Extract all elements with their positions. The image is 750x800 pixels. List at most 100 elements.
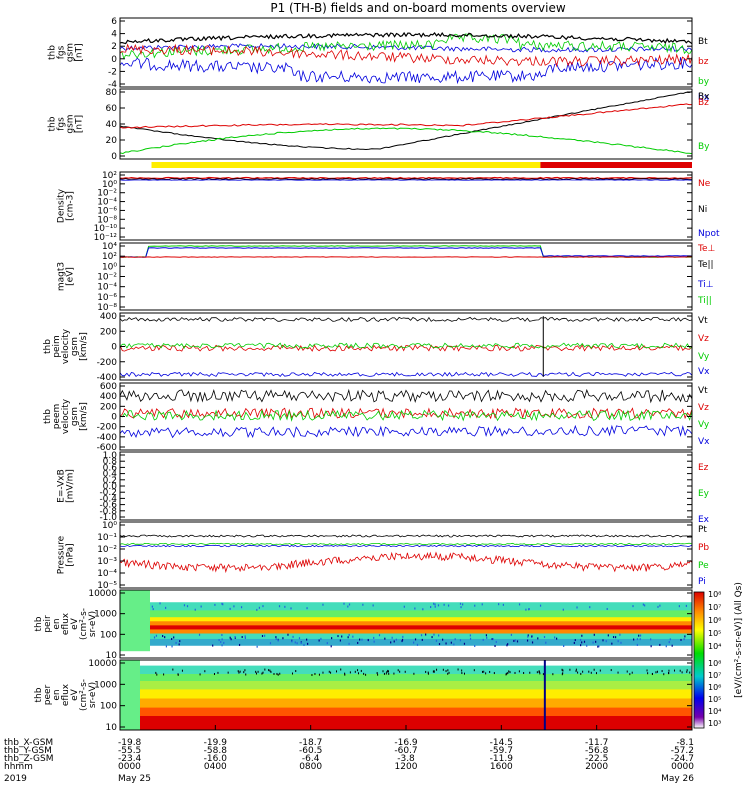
spectrogram-speck [661,670,663,673]
spectrogram-speck [473,669,475,672]
spectrogram-speck [491,638,493,641]
spectrogram-speck [542,673,544,676]
spectrogram-speck [414,607,416,610]
spectrogram-speck [194,608,196,611]
spectrogram-speck [276,672,278,675]
spectrogram-band [140,665,692,675]
y-axis-label: thb [34,616,44,631]
spectrogram-speck [528,608,530,611]
spectrogram-speck [218,639,220,642]
spectrogram-speck [234,636,236,639]
trace-vx [119,371,693,378]
spectrogram-speck [198,633,201,636]
spectrogram-speck [526,639,529,642]
y-tick-label: 0 [111,343,117,353]
spectrogram-speck [341,635,343,638]
x-row-label: thb_Y-GSM [4,746,52,756]
y-tick-label: 10⁰ [102,262,117,272]
spectrogram-band [150,645,692,659]
trace-vy [119,342,692,350]
spectrogram-band [150,610,692,618]
spectrogram-speck [339,639,341,642]
spectrogram-speck [365,673,367,676]
y-axis-label: fgs [57,45,67,59]
x-tick-label: -16.0 [204,754,228,764]
spectrogram-speck [164,606,167,609]
y-tick-label: -0.4 [99,494,117,504]
spectrogram-speck [574,639,576,642]
y-tick-label: 10⁻² [97,545,117,555]
spectrogram-speck [163,673,165,676]
spectrogram-speck [238,643,241,646]
trace-vt [119,316,693,323]
spectrogram-speck [442,668,444,671]
spectrogram-speck [303,643,305,646]
spectrogram-speck [292,635,294,638]
spectrogram-speck [505,673,507,676]
spectrogram-speck [445,642,447,645]
spectrogram-speck [632,605,634,608]
spectrogram-speck [678,605,680,608]
spectrogram-speck [527,635,529,638]
spectrogram-band [140,689,692,699]
spectrogram-speck [307,642,309,645]
spectrogram-speck [462,603,464,606]
spectrogram-band [140,674,692,682]
trace-vt [119,388,693,404]
y-tick-label: 10⁻⁴ [97,569,117,579]
spectrogram-speck [686,670,688,673]
colorbar-tick: 10³ [708,719,721,728]
spectrogram-speck [434,603,436,606]
y-axis-label: sr-eV) [88,611,98,637]
x-tick-label: May 25 [118,774,151,784]
y-tick-label: 0 [111,413,117,423]
y-axis-label: [km/s] [79,402,89,431]
x-tick-label: -19.9 [204,738,228,748]
y-axis-label: gsm [66,114,76,133]
spectrogram-speck [257,670,259,673]
trace-ni [119,178,692,180]
spectrogram-speck [357,641,359,644]
spectrogram-speck [647,672,649,675]
spectrogram-speck [171,637,173,640]
spectrogram-speck [631,671,633,674]
legend-item: Ne [698,179,711,189]
spectrogram-speck [295,670,297,673]
x-tick-label: -55.5 [118,746,141,756]
spectrogram-band [150,638,692,647]
legend-item: Vy [698,420,710,430]
legend-item: By [698,142,710,152]
y-axis-label: E=-VxB [57,469,67,503]
y-tick-label: -400 [97,433,118,443]
spectrogram-speck [344,672,346,675]
y-tick-label: 1000 [94,610,117,620]
mode-bars [120,162,692,168]
spectrogram-speck [525,608,527,611]
trace-pt [119,534,693,538]
trace-bz-line [119,103,692,129]
spectrogram-speck [459,639,462,642]
spectrogram-speck [510,633,513,636]
spectrogram-speck [153,636,156,639]
spectrogram-speck [245,673,247,676]
y-axis-label: [mV/m] [66,469,76,503]
y-axis-label: [cm-3] [66,191,76,221]
spectrogram-speck [668,641,670,644]
spectrogram-speck [264,668,266,671]
spectrogram-speck [222,603,224,606]
spectrogram-speck [221,644,223,647]
spectrogram-speck [151,605,153,608]
y-tick-label: -0.6 [99,501,117,511]
legend-item: Bz [698,98,709,108]
spectrogram-speck [229,636,231,639]
x-tick-label: -6.4 [302,754,320,764]
spectrogram-speck [385,672,387,675]
spectrogram-speck [483,670,485,673]
spectrogram-speck [531,641,534,644]
y-tick-label: 10 [106,723,118,733]
spectrogram-speck [261,635,264,638]
x-tick-label: -56.8 [585,746,609,756]
panel-frame [119,17,693,88]
spectrogram-speck [539,672,541,675]
spectrogram-speck [404,670,406,673]
